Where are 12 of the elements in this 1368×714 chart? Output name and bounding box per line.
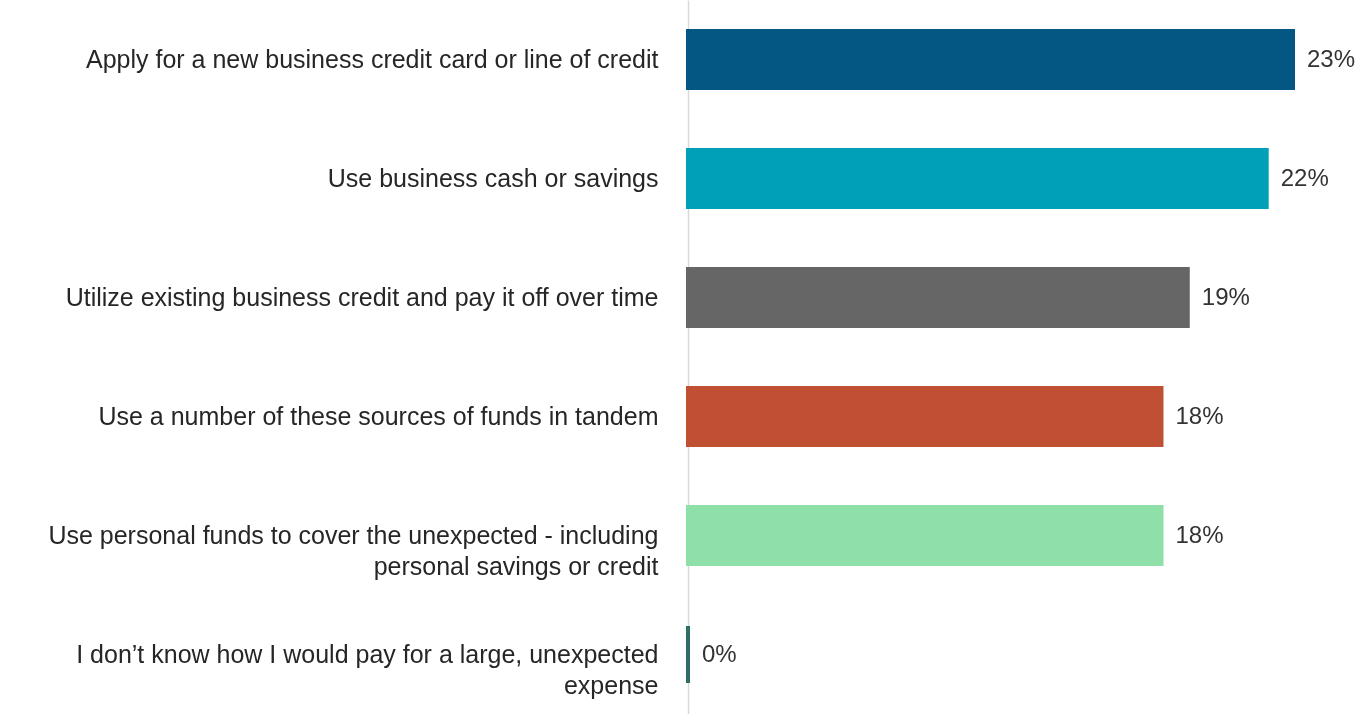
- data-label: 18%: [1175, 401, 1224, 429]
- y-tick-label: Use a number of these sources of funds in tandem: [98, 401, 659, 430]
- y-tick-label: I don’t know how I would pay for a large, unexpected expense: [76, 639, 659, 699]
- data-label: 18%: [1175, 520, 1224, 548]
- data-label: 23%: [1307, 44, 1356, 72]
- y-tick-label: Apply for a new business credit card or line of credit: [86, 44, 659, 73]
- y-tick-label: Use business cash or savings: [327, 163, 659, 192]
- data-label: 19%: [1201, 282, 1250, 310]
- data-label: 22%: [1280, 163, 1329, 191]
- y-tick-label: Use personal funds to cover the unexpected - including personal savings or credit: [48, 520, 659, 580]
- y-tick-label: Utilize existing business credit and pay it off over time: [65, 282, 659, 311]
- data-label: 0%: [702, 639, 737, 667]
